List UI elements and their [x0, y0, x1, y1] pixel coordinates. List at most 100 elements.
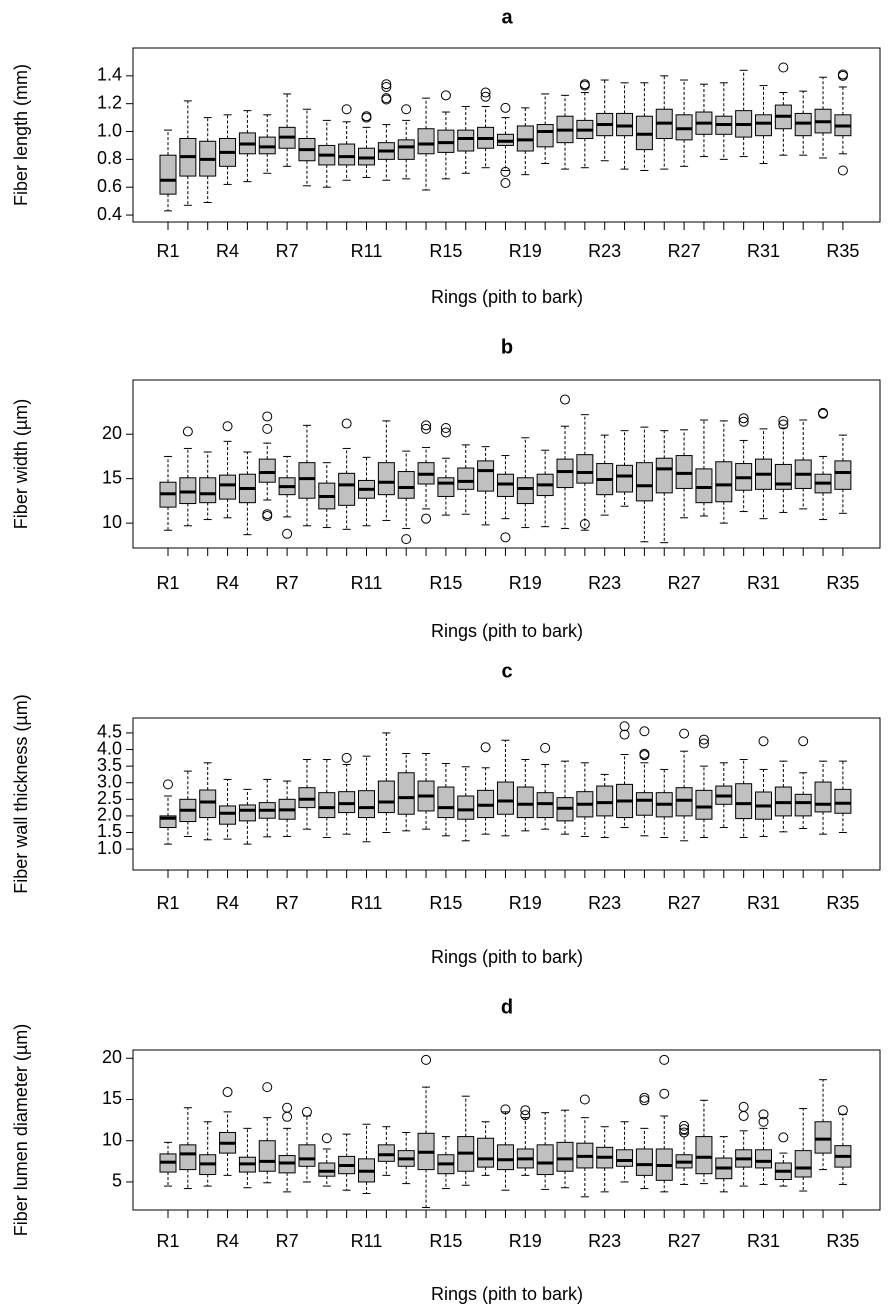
x-tick-label: R23 — [588, 1231, 621, 1251]
outlier — [738, 413, 749, 424]
x-tick-label: R23 — [588, 573, 621, 593]
outlier — [480, 91, 491, 102]
outlier — [500, 1104, 511, 1115]
box — [616, 1149, 634, 1167]
box — [635, 462, 653, 502]
y-tick-label: 0.6 — [97, 176, 122, 196]
outlier — [262, 511, 273, 521]
outlier — [579, 1094, 590, 1105]
y-axis-label: Fiber length (mm) — [11, 64, 31, 206]
outlier — [679, 1120, 690, 1131]
x-tick-label: R7 — [276, 241, 299, 261]
box — [695, 789, 713, 820]
x-tick-label: R35 — [826, 893, 859, 913]
box — [516, 786, 534, 819]
y-tick-label: 20 — [102, 1047, 122, 1067]
box — [496, 1144, 514, 1171]
box — [536, 124, 554, 148]
box — [397, 139, 415, 160]
outlier — [758, 1116, 769, 1127]
outlier — [480, 87, 491, 98]
x-tick-label: R19 — [509, 1231, 542, 1251]
outlier — [520, 1110, 531, 1121]
outlier — [639, 748, 650, 759]
outlier — [282, 1102, 293, 1113]
x-tick-label: R19 — [509, 893, 542, 913]
x-tick-label: R27 — [668, 1231, 701, 1251]
outlier — [440, 90, 451, 101]
box — [298, 462, 316, 499]
box — [814, 781, 832, 813]
y-tick-label: 3.5 — [97, 755, 122, 775]
outlier — [778, 1132, 789, 1143]
outlier — [540, 742, 551, 753]
y-axis-label: Fiber wall thickness (µm) — [11, 694, 31, 893]
outlier — [500, 102, 511, 113]
outlier — [421, 513, 432, 524]
outlier — [222, 1087, 233, 1098]
y-tick-label: 1.4 — [97, 65, 122, 85]
y-tick-label: 15 — [102, 1088, 122, 1108]
y-tick-label: 15 — [102, 467, 122, 487]
box — [457, 129, 475, 152]
box — [794, 793, 812, 817]
outlier — [421, 420, 432, 431]
outlier — [480, 742, 491, 753]
outlier — [381, 93, 392, 104]
x-tick-label: R4 — [216, 573, 239, 593]
box — [735, 783, 753, 820]
outlier — [282, 1111, 293, 1122]
x-tick-label: R1 — [156, 241, 179, 261]
x-axis-label: Rings (pith to bark) — [431, 621, 583, 641]
x-tick-label: R11 — [351, 241, 383, 261]
box — [635, 1148, 653, 1176]
plot-frame — [132, 717, 881, 871]
box — [616, 464, 634, 493]
x-tick-label: R19 — [509, 573, 542, 593]
outlier — [659, 1088, 670, 1099]
box — [715, 461, 733, 503]
box — [397, 772, 415, 815]
outlier — [798, 736, 809, 747]
box — [258, 458, 276, 483]
x-tick-label: R23 — [588, 893, 621, 913]
y-tick-label: 2.5 — [97, 788, 122, 808]
outlier — [262, 411, 273, 422]
outlier — [738, 1101, 749, 1112]
box — [298, 787, 316, 809]
x-tick-label: R15 — [429, 1231, 462, 1251]
outlier — [222, 421, 233, 432]
outlier — [698, 738, 709, 749]
box — [834, 460, 852, 490]
box — [219, 474, 237, 500]
x-tick-label: R27 — [668, 241, 701, 261]
plot-frame — [132, 47, 881, 223]
box — [238, 804, 256, 822]
box — [556, 1141, 574, 1172]
panel-title: a — [501, 6, 513, 28]
box — [774, 463, 792, 490]
box — [358, 790, 375, 819]
outlier — [619, 729, 630, 740]
box — [576, 454, 594, 484]
box — [536, 1144, 554, 1176]
x-tick-label: R31 — [747, 241, 780, 261]
outlier — [301, 1106, 312, 1117]
x-axis-label: Rings (pith to bark) — [431, 287, 583, 307]
box — [417, 128, 435, 155]
outlier — [341, 104, 352, 115]
panel-title: c — [501, 660, 512, 682]
y-tick-label: 1.0 — [97, 838, 122, 858]
outlier — [262, 1082, 273, 1093]
outlier — [639, 726, 650, 737]
outlier — [639, 1092, 650, 1103]
outlier — [579, 519, 590, 529]
plot-frame — [132, 379, 881, 549]
x-tick-label: R11 — [351, 893, 383, 913]
outlier — [401, 534, 412, 545]
y-tick-label: 10 — [102, 512, 122, 532]
outlier — [381, 79, 392, 90]
y-tick-label: 1.0 — [97, 120, 122, 140]
outlier — [500, 532, 511, 543]
